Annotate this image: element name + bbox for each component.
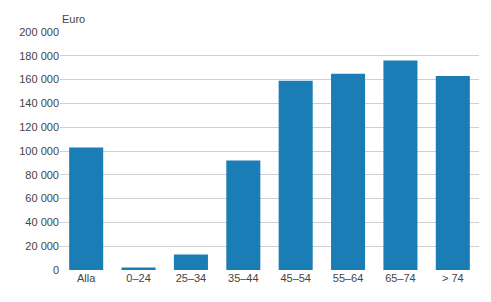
- svg-text:45–54: 45–54: [280, 272, 311, 284]
- svg-text:120 000: 120 000: [19, 121, 59, 133]
- svg-text:100 000: 100 000: [19, 145, 59, 157]
- svg-text:Euro: Euro: [62, 13, 85, 25]
- svg-text:180 000: 180 000: [19, 50, 59, 62]
- svg-text:35–44: 35–44: [228, 272, 259, 284]
- svg-text:25–34: 25–34: [176, 272, 207, 284]
- svg-text:20 000: 20 000: [25, 240, 59, 252]
- svg-text:140 000: 140 000: [19, 97, 59, 109]
- svg-text:80 000: 80 000: [25, 169, 59, 181]
- svg-text:200 000: 200 000: [19, 26, 59, 38]
- svg-text:60 000: 60 000: [25, 192, 59, 204]
- svg-text:0: 0: [53, 264, 59, 276]
- svg-text:160 000: 160 000: [19, 73, 59, 85]
- svg-text:Alla: Alla: [77, 272, 96, 284]
- svg-text:0–24: 0–24: [126, 272, 150, 284]
- svg-text:65–74: 65–74: [385, 272, 416, 284]
- svg-text:40 000: 40 000: [25, 216, 59, 228]
- svg-text:> 74: > 74: [442, 272, 464, 284]
- svg-text:55–64: 55–64: [333, 272, 364, 284]
